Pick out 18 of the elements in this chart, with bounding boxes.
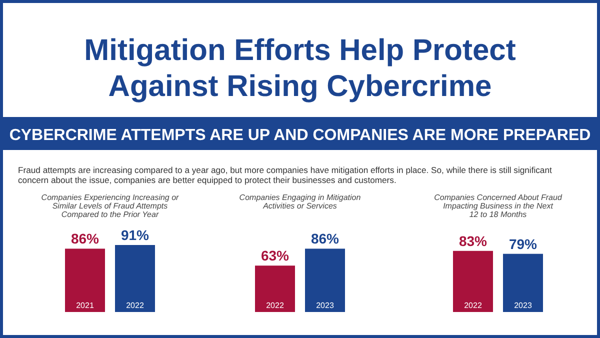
x-tick-label: 2021	[76, 301, 94, 310]
chart-title: Companies Experiencing Increasing or Similar Levels of Fraud Attempts Compared to the Prior Year	[41, 193, 180, 219]
chart-title: Companies Engaging in Mitigation Activities or Services	[239, 193, 362, 210]
x-tick-label: 2023	[514, 301, 532, 310]
data-label: 83%	[458, 232, 488, 249]
text: Fraud attempts are increasing compared to a year ago, but more companies have mitigation efforts in place. So, while there is still significant concern about the issue, companies are better equipped to protect their businesses and customers.	[18, 165, 552, 185]
data-label: 91%	[120, 227, 150, 243]
text: CYBERCRIME ATTEMPTS ARE UP AND COMPANIES ARE MORE PREPARED	[9, 127, 591, 144]
x-tick-label: 2022	[126, 301, 144, 310]
data-label: 79%	[508, 236, 538, 252]
text: Mitigation Efforts Help Protect Against Rising Cybercrime	[84, 34, 516, 103]
x-tick-label: 2022	[464, 301, 482, 310]
data-label: 63%	[260, 248, 290, 264]
chart-title: Companies Concerned About Fraud Impacting Business in the Next 12 to 18 Months	[434, 193, 562, 219]
x-tick-label: 2022	[266, 301, 284, 310]
data-label: 86%	[310, 230, 340, 247]
x-tick-label: 2023	[316, 301, 334, 310]
data-label: 86%	[70, 230, 100, 247]
